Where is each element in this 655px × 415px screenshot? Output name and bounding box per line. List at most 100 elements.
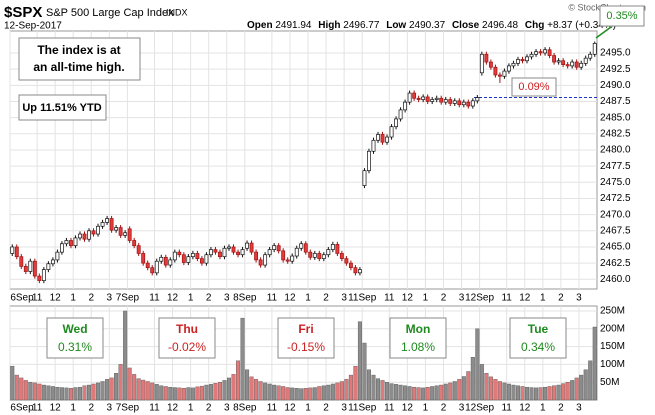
- stat-value: 2496.77: [343, 20, 380, 31]
- volume-bar: [37, 383, 42, 401]
- volume-bar: [91, 383, 96, 401]
- candle-body: [258, 259, 263, 266]
- candle-body: [96, 225, 100, 235]
- volume-bar: [159, 385, 164, 401]
- volume-bar: [579, 374, 584, 401]
- volume-bar: [525, 386, 530, 401]
- volume-bar: [466, 371, 471, 401]
- y-tick-label: 250M: [600, 306, 625, 317]
- candle-body: [312, 253, 317, 258]
- volume-bar: [118, 364, 123, 401]
- candle-body: [19, 256, 24, 267]
- volume-bar: [493, 379, 498, 401]
- x-tick-label: 3: [576, 293, 582, 304]
- candle-body: [227, 246, 231, 249]
- x-tick-label: 12: [284, 403, 296, 414]
- volume-bar: [497, 381, 502, 401]
- candle-body: [46, 263, 51, 270]
- x-tick-label: 2: [88, 293, 94, 304]
- candle-body: [10, 246, 15, 254]
- volume-bar: [285, 387, 290, 401]
- volume-bar: [172, 387, 177, 401]
- candle-body: [330, 244, 335, 250]
- volume-bar: [416, 387, 421, 401]
- volume-bar: [208, 384, 213, 401]
- volume-bar: [439, 384, 444, 401]
- candle-body: [488, 61, 493, 68]
- volume-bar: [73, 387, 78, 401]
- y-tick-label: 2465.0: [600, 242, 631, 253]
- volume-bar: [77, 386, 82, 401]
- candle-body: [114, 227, 119, 231]
- volume-bar: [272, 384, 277, 401]
- candle-body: [109, 218, 114, 231]
- candle-body: [380, 134, 385, 143]
- candle-body: [511, 62, 516, 67]
- candle-body: [448, 99, 453, 104]
- candle-body: [73, 237, 78, 247]
- volume-bar: [412, 386, 417, 401]
- exchange: INDX: [166, 7, 188, 17]
- note-line: The index is at: [37, 43, 120, 57]
- candle-body: [105, 218, 110, 223]
- day-change: -0.02%: [168, 340, 206, 354]
- candle-body: [118, 227, 123, 236]
- stat-label: Low: [386, 20, 406, 31]
- prev-close-box: [511, 77, 557, 97]
- volume-bar: [50, 386, 55, 401]
- volume-bar: [339, 381, 344, 401]
- x-tick-label: 11: [32, 293, 43, 304]
- x-tick-label: 12: [167, 293, 179, 304]
- volume-bar: [434, 385, 439, 401]
- candle-body: [218, 251, 222, 258]
- volume-bar: [123, 310, 128, 401]
- candle-body: [263, 254, 268, 266]
- volume-bar: [267, 383, 272, 401]
- day-name: Wed: [62, 322, 87, 336]
- volume-bar: [317, 386, 322, 401]
- volume-bar: [421, 387, 426, 401]
- candle-body: [430, 99, 435, 102]
- candle-body: [570, 61, 575, 67]
- prev-close-change: 0.09%: [518, 81, 549, 93]
- volume-bar: [457, 379, 462, 401]
- candle-body: [127, 228, 132, 241]
- candle-body: [466, 101, 471, 107]
- x-tick-label: 7Sep: [116, 293, 140, 304]
- volume-bar: [534, 387, 539, 401]
- volume-bar: [394, 384, 399, 401]
- x-tick-label: 1: [305, 403, 311, 414]
- x-tick-label: 1: [423, 293, 429, 304]
- volume-bar: [10, 365, 15, 401]
- volume-bar: [127, 367, 132, 401]
- candle-body: [353, 267, 358, 274]
- candle-body: [339, 253, 344, 259]
- x-tick-label: 12: [402, 403, 414, 414]
- grid: [9, 31, 597, 400]
- candle-body: [543, 49, 548, 54]
- candle-body: [412, 92, 417, 99]
- candle-body: [28, 260, 33, 272]
- x-tick-label: 12: [50, 403, 62, 414]
- volume-bar: [55, 386, 60, 401]
- candle-body: [190, 253, 195, 258]
- y-tick-label: 2490.0: [600, 80, 631, 91]
- volume-bar: [484, 373, 489, 401]
- candle-body: [204, 254, 209, 264]
- volume-bar: [154, 384, 159, 401]
- index-name: S&P 500 Large Cap Index: [46, 7, 174, 19]
- volume-bar: [344, 379, 349, 401]
- x-tick-label: 2: [323, 403, 329, 414]
- candle-body: [132, 240, 137, 247]
- candle-body: [78, 233, 82, 239]
- candle-body: [367, 150, 371, 172]
- candle-body: [335, 244, 340, 254]
- candle-body: [583, 57, 588, 64]
- volume-bar: [177, 387, 182, 401]
- volume-bar: [294, 388, 299, 401]
- y-tick-label: 200M: [600, 323, 625, 334]
- candle-body: [87, 230, 91, 240]
- candle-body: [421, 96, 426, 100]
- candle-body: [294, 247, 299, 257]
